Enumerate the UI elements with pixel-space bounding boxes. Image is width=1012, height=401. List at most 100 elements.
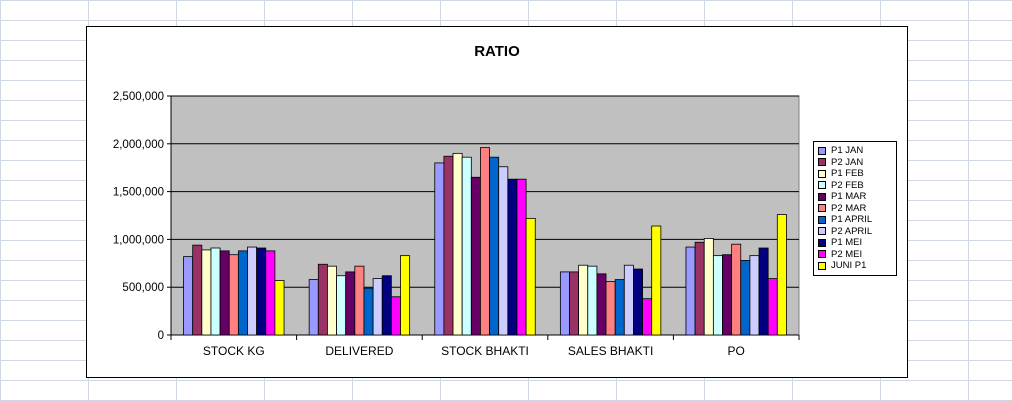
- legend-item: P1 FEB: [818, 168, 892, 180]
- legend-label: JUNI P1: [831, 260, 867, 272]
- bar: [587, 265, 598, 336]
- bar: [525, 217, 536, 336]
- bar: [623, 264, 634, 336]
- bar: [740, 260, 751, 336]
- bar: [354, 265, 365, 336]
- legend-label: P1 MEI: [831, 237, 863, 249]
- bar: [381, 275, 392, 336]
- legend-item: P1 APRIL: [818, 214, 892, 226]
- bar: [363, 287, 374, 336]
- bar: [559, 271, 570, 336]
- bar: [685, 246, 696, 336]
- bar: [192, 244, 203, 336]
- bar: [327, 265, 337, 336]
- bar: [776, 214, 787, 336]
- bar: [308, 279, 319, 336]
- legend-item: P2 JAN: [818, 157, 892, 169]
- y-tick-label: 1,500,000: [113, 187, 164, 199]
- legend-label: P2 MAR: [831, 202, 867, 214]
- x-tick-label: DELIVERED: [325, 344, 393, 358]
- bar: [390, 296, 401, 336]
- legend-label: P2 FEB: [831, 179, 864, 191]
- legend-item: P2 MAR: [818, 203, 892, 215]
- bar: [265, 250, 276, 336]
- chart-legend[interactable]: P1 JAN P2 JAN P1 FEB P2 FEB P1 MAR P2 MAR P1 A…: [813, 141, 897, 276]
- legend-item: JUNI P1: [818, 260, 892, 272]
- bar: [767, 278, 778, 336]
- bar: [749, 255, 760, 336]
- bar: [461, 156, 472, 336]
- bar: [183, 256, 194, 336]
- bar: [694, 241, 705, 336]
- plot-svg: 0 500,000 1,000,000 1,500,000 2,000,000 2,500…: [113, 91, 800, 358]
- bar: [712, 255, 723, 336]
- bar: [237, 250, 248, 336]
- bar: [219, 250, 230, 336]
- y-tick-label: 500,000: [122, 282, 164, 294]
- legend-item: P2 APRIL: [818, 226, 892, 238]
- bar: [372, 278, 383, 336]
- y-tick-label: 2,000,000: [113, 139, 164, 151]
- bar: [336, 275, 347, 336]
- y-tick-label: 1,000,000: [113, 234, 164, 246]
- bar: [480, 147, 490, 336]
- y-tick-label: 0: [158, 330, 164, 342]
- legend-swatch: [818, 261, 826, 270]
- legend-swatch: [818, 181, 826, 190]
- bar: [274, 280, 285, 336]
- bar: [605, 281, 616, 336]
- legend-label: P2 APRIL: [831, 225, 873, 237]
- legend-item: P1 MEI: [818, 237, 892, 249]
- bar: [614, 279, 625, 336]
- legend-swatch: [818, 215, 826, 224]
- bar: [434, 162, 445, 336]
- bar: [317, 263, 328, 336]
- bar: [489, 156, 500, 336]
- bar: [507, 178, 518, 336]
- bar: [633, 268, 643, 336]
- bar: [703, 238, 714, 336]
- chart-title: RATIO: [474, 43, 520, 60]
- bar: [247, 246, 258, 336]
- x-tick-label: PO: [728, 344, 745, 358]
- legend-swatch: [818, 146, 826, 155]
- bar: [578, 264, 589, 336]
- chart-area[interactable]: RATIO 0 500,000 1,000,000 1,500,000 2,000,00…: [86, 26, 908, 378]
- bar: [651, 225, 662, 336]
- bar: [210, 247, 221, 336]
- x-tick-label: STOCK BHAKTI: [441, 344, 529, 358]
- bar: [470, 176, 481, 336]
- bar: [498, 166, 509, 336]
- bar: [345, 271, 356, 336]
- bar: [443, 155, 454, 336]
- bar: [569, 271, 580, 336]
- bar: [256, 247, 267, 336]
- legend-item: P1 MAR: [818, 191, 892, 203]
- legend-label: P1 MAR: [831, 191, 867, 203]
- y-tick-label: 2,500,000: [113, 91, 164, 103]
- bar: [731, 243, 742, 336]
- bar: [516, 178, 527, 336]
- bar: [596, 273, 607, 336]
- bar: [228, 254, 239, 336]
- bar: [642, 298, 653, 336]
- legend-swatch: [818, 169, 826, 178]
- bar: [452, 152, 463, 336]
- legend-item: P2 FEB: [818, 180, 892, 192]
- bar: [400, 255, 411, 336]
- legend-swatch: [818, 204, 826, 213]
- legend-swatch: [818, 238, 826, 247]
- legend-label: P1 JAN: [831, 145, 864, 157]
- legend-swatch: [818, 192, 826, 201]
- legend-item: P2 MEI: [818, 249, 892, 261]
- legend-swatch: [818, 158, 826, 167]
- legend-label: P1 APRIL: [831, 214, 873, 226]
- bar: [201, 249, 212, 336]
- legend-item: P1 JAN: [818, 145, 892, 157]
- bar: [722, 254, 733, 336]
- x-tick-label: SALES BHAKTI: [568, 344, 653, 358]
- legend-swatch: [818, 227, 826, 236]
- legend-label: P1 FEB: [831, 168, 864, 180]
- legend-label: P2 JAN: [831, 156, 864, 168]
- legend-swatch: [818, 250, 826, 259]
